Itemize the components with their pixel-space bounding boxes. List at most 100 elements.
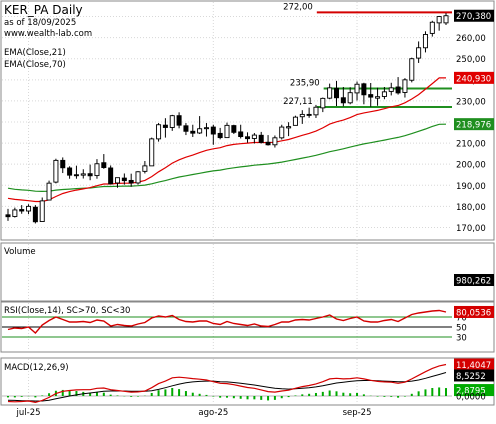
rsi-value-badge: 80,0536 <box>456 308 491 318</box>
candle-down <box>191 131 195 133</box>
macd-histogram-bar <box>260 396 262 400</box>
candle-down <box>74 175 78 176</box>
candle-down <box>334 88 338 97</box>
candle-down <box>341 98 345 103</box>
candle-up <box>300 114 304 116</box>
macd-histogram-bar <box>178 389 180 396</box>
macd-histogram-bar <box>69 390 71 396</box>
macd-histogram-bar <box>103 393 105 396</box>
level-label: 272,00 <box>283 2 313 12</box>
price-tick-label: 190,00 <box>456 182 486 192</box>
macd-histogram-bar <box>431 388 433 396</box>
macd-histogram-bar <box>48 393 50 396</box>
ema70-badge: 218,976 <box>456 121 491 131</box>
macd-histogram-bar <box>383 396 385 397</box>
candle-down <box>33 207 37 222</box>
macd-histogram-bar <box>240 396 242 399</box>
macd-histogram-bar <box>158 390 160 396</box>
website-label: www.wealth-lab.com <box>4 29 92 39</box>
candle-down <box>129 180 133 183</box>
macd-histogram-bar <box>445 388 447 396</box>
candle-down <box>369 95 373 98</box>
candle-down <box>163 125 167 127</box>
macd-histogram-bar <box>192 393 194 396</box>
candle-down <box>177 116 181 125</box>
macd-histogram-bar <box>21 396 23 397</box>
macd-histogram-bar <box>199 394 201 396</box>
macd-histogram-bar <box>363 394 365 396</box>
macd-histogram-bar <box>418 391 420 396</box>
macd-histogram-bar <box>7 396 9 397</box>
macd-histogram-bar <box>397 396 399 398</box>
candle-up <box>252 135 256 138</box>
candle-up <box>403 80 407 93</box>
candle-down <box>239 132 243 137</box>
macd-histogram-bar <box>226 396 228 398</box>
candle-up <box>115 178 119 183</box>
candle-up <box>13 210 17 217</box>
candle-up <box>143 166 147 171</box>
legend-ema21: EMA(Close,21) <box>4 48 66 58</box>
candle-down <box>266 142 270 145</box>
price-tick-label: 170,00 <box>456 224 486 234</box>
price-tick-label: 250,00 <box>456 55 486 65</box>
macd-histogram-bar <box>253 396 255 399</box>
candle-up <box>328 88 332 98</box>
macd-histogram-bar <box>137 396 139 397</box>
candle-down <box>61 160 65 167</box>
candle-down <box>211 127 215 134</box>
macd-histogram-bar <box>336 391 338 396</box>
candle-down <box>307 114 311 115</box>
date-tick-label: jul-25 <box>16 408 41 418</box>
price-tick-label: 230,00 <box>456 97 486 107</box>
macd-histogram-bar <box>267 396 269 400</box>
candle-down <box>88 174 92 176</box>
volume-panel-frame <box>1 243 494 301</box>
current-price-badge: 270,380 <box>456 12 491 22</box>
macd-histogram-bar <box>329 390 331 396</box>
candle-up <box>273 138 277 145</box>
macd-histogram-bar <box>185 391 187 396</box>
candle-up <box>389 88 393 92</box>
candle-up <box>376 97 380 98</box>
candle-up <box>225 125 229 137</box>
candle-down <box>6 215 10 217</box>
macd-histogram-bar <box>247 396 249 399</box>
candle-up <box>40 201 44 222</box>
candle-up <box>437 17 441 23</box>
candle-up <box>81 174 85 175</box>
price-tick-label: 260,00 <box>456 34 486 44</box>
macd-histogram-bar <box>219 396 221 398</box>
macd-title: MACD(12,26,9) <box>4 363 69 373</box>
candle-up <box>136 172 140 183</box>
macd-histogram-bar <box>281 396 283 398</box>
candle-down <box>122 178 126 181</box>
macd-histogram-bar <box>404 396 406 397</box>
macd-histogram-bar <box>349 393 351 396</box>
candle-down <box>259 135 263 142</box>
volume-title: Volume <box>4 247 36 257</box>
macd-histogram-bar <box>117 395 119 396</box>
macd-histogram-bar <box>110 395 112 396</box>
macd-histogram-bar <box>377 396 379 397</box>
candle-up <box>287 127 291 128</box>
date-tick-label: ago-25 <box>198 408 228 418</box>
macd-histogram-bar <box>14 396 16 397</box>
macd-histogram-bar <box>130 396 132 397</box>
macd-histogram-bar <box>96 392 98 396</box>
candle-up <box>157 125 161 139</box>
candle-up <box>430 22 434 33</box>
macd-signal-badge: 8,5252 <box>456 372 486 382</box>
level-label: 227,11 <box>283 97 313 107</box>
candle-up <box>47 183 51 200</box>
candle-up <box>348 93 352 103</box>
candle-down <box>109 168 113 184</box>
candle-down <box>362 84 366 95</box>
candle-up <box>95 164 99 176</box>
macd-histogram-bar <box>315 393 317 396</box>
macd-histogram-bar <box>288 396 290 397</box>
level-label: 235,90 <box>290 78 320 88</box>
macd-histogram-bar <box>164 389 166 396</box>
